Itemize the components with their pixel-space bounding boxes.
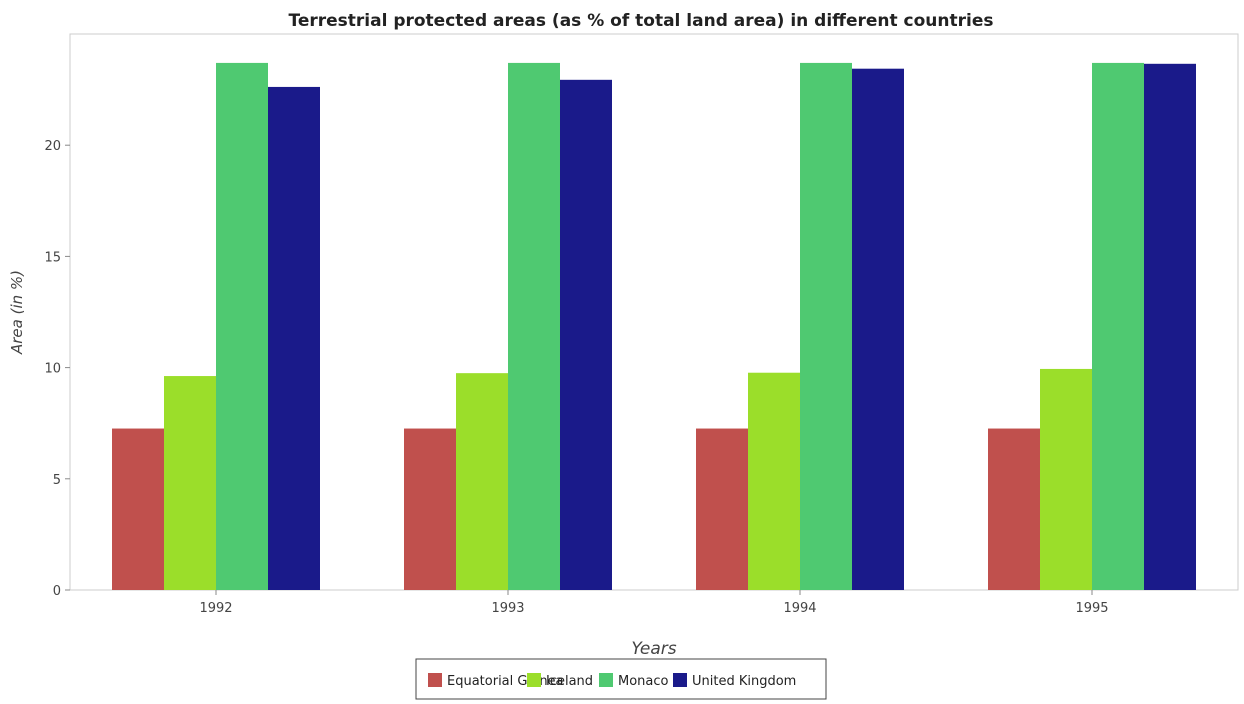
bar: [852, 68, 904, 590]
bar: [1040, 368, 1092, 590]
x-axis-label: Years: [631, 639, 676, 659]
chart-title: Terrestrial protected areas (as % of tot…: [288, 11, 993, 31]
bar: [748, 372, 800, 590]
bar: [456, 373, 508, 590]
legend-label: United Kingdom: [692, 674, 796, 689]
y-axis: 0 5 10 15 20: [44, 139, 70, 599]
bar: [268, 86, 320, 590]
x-axis: 1992 1993 1994 1995: [199, 590, 1109, 616]
bar: [216, 62, 268, 591]
legend-swatch: [428, 673, 442, 687]
legend-label: Monaco: [618, 674, 669, 689]
x-tick-label: 1995: [1075, 601, 1108, 616]
y-tick-label: 15: [44, 250, 61, 265]
legend-swatch: [673, 673, 687, 687]
x-tick-label: 1993: [491, 601, 524, 616]
bar: [1092, 62, 1144, 591]
bar: [696, 428, 748, 590]
legend-swatch: [599, 673, 613, 687]
legend-box: [415, 658, 827, 700]
x-tick-label: 1992: [199, 601, 232, 616]
y-tick-label: 20: [44, 139, 61, 154]
bar: [988, 428, 1040, 590]
bar: [508, 62, 560, 591]
y-axis-label: Area (in %): [8, 270, 26, 355]
y-tick-label: 10: [44, 362, 61, 377]
x-tick-label: 1994: [783, 601, 816, 616]
bar: [164, 376, 216, 590]
y-tick-label: 0: [53, 584, 61, 599]
bars: [112, 62, 1196, 591]
bar: [404, 428, 456, 590]
bar: [560, 79, 612, 591]
bar: [112, 428, 164, 590]
legend-swatch: [527, 673, 541, 687]
legend-label: Iceland: [546, 674, 593, 689]
bar: [800, 62, 852, 591]
bar: [1144, 63, 1196, 591]
y-tick-label: 5: [53, 473, 61, 488]
